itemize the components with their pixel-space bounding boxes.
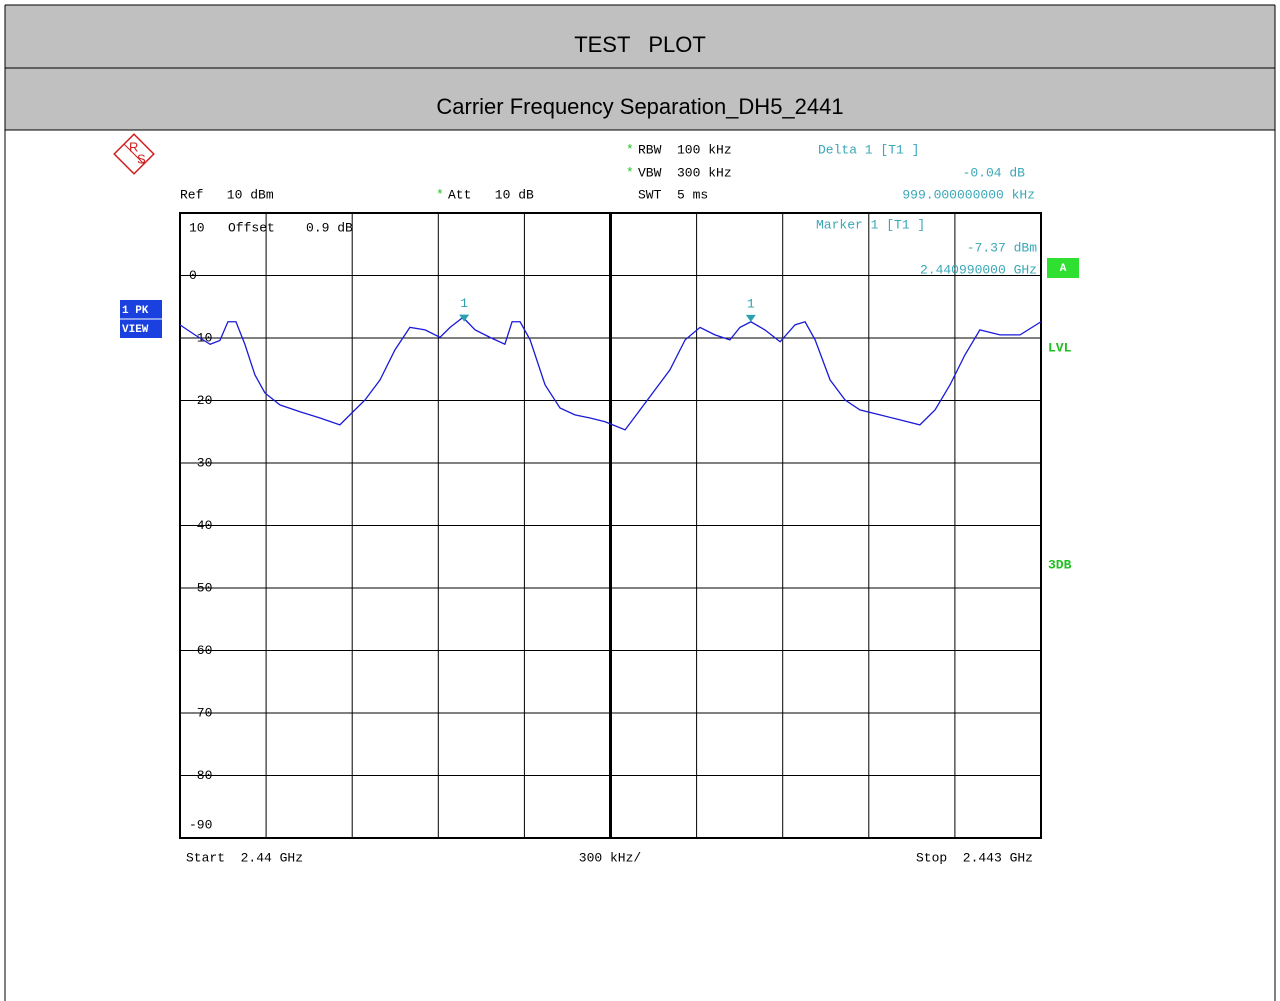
marker bbox=[745, 314, 756, 322]
trace bbox=[179, 316, 1042, 431]
y-tick-label: -50 bbox=[189, 580, 212, 595]
trace-letter: A bbox=[1060, 263, 1067, 275]
ref-level: Ref 10 dBm bbox=[180, 187, 274, 202]
marker-freq: 2.440990000 GHz bbox=[920, 262, 1037, 277]
delta-freq: 999.000000000 kHz bbox=[902, 187, 1035, 202]
trace-view: VIEW bbox=[122, 324, 149, 336]
marker-label: 1 bbox=[747, 296, 755, 311]
coupled-star: * bbox=[436, 187, 444, 202]
delta-title: Delta 1 [T1 ] bbox=[818, 142, 919, 157]
vbw: VBW 300 kHz bbox=[638, 165, 732, 180]
svg-text:R: R bbox=[129, 139, 138, 154]
marker-level: -7.37 dBm bbox=[967, 240, 1037, 255]
sweep-time: SWT 5 ms bbox=[638, 187, 708, 202]
attenuation: Att 10 dB bbox=[448, 187, 534, 202]
3db-label: 3DB bbox=[1048, 557, 1072, 572]
y-tick-label: -90 bbox=[189, 817, 212, 832]
y-tick-label: -20 bbox=[189, 393, 212, 408]
delta-level: -0.04 dB bbox=[963, 165, 1026, 180]
y-tick-label: 0 bbox=[189, 268, 197, 283]
rs-logo: R S bbox=[113, 133, 155, 175]
marker-title: Marker 1 [T1 ] bbox=[816, 217, 925, 232]
coupled-star: * bbox=[626, 165, 634, 180]
y-tick-label: 10 bbox=[189, 220, 205, 235]
coupled-star: * bbox=[626, 142, 634, 157]
trace-letter-box bbox=[1047, 258, 1079, 278]
stop-label: Stop 2.443 GHz bbox=[916, 850, 1033, 865]
offset-label: Offset 0.9 dB bbox=[228, 220, 353, 235]
lvl-label: LVL bbox=[1048, 340, 1072, 355]
marker-label: 1 bbox=[460, 296, 468, 311]
title: TEST PLOT bbox=[574, 32, 706, 57]
start-label: Start 2.44 GHz bbox=[186, 850, 303, 865]
y-tick-label: -40 bbox=[189, 518, 212, 533]
rbw: RBW 100 kHz bbox=[638, 142, 732, 157]
y-tick-label: -60 bbox=[189, 643, 212, 658]
trace-mode: 1 PK bbox=[122, 305, 149, 317]
marker bbox=[459, 314, 470, 322]
y-tick-label: -80 bbox=[189, 768, 212, 783]
svg-text:S: S bbox=[137, 151, 146, 166]
y-tick-label: -30 bbox=[189, 455, 212, 470]
subtitle: Carrier Frequency Separation_DH5_2441 bbox=[436, 94, 843, 119]
span-label: 300 kHz/ bbox=[579, 850, 642, 865]
y-tick-label: -70 bbox=[189, 705, 212, 720]
